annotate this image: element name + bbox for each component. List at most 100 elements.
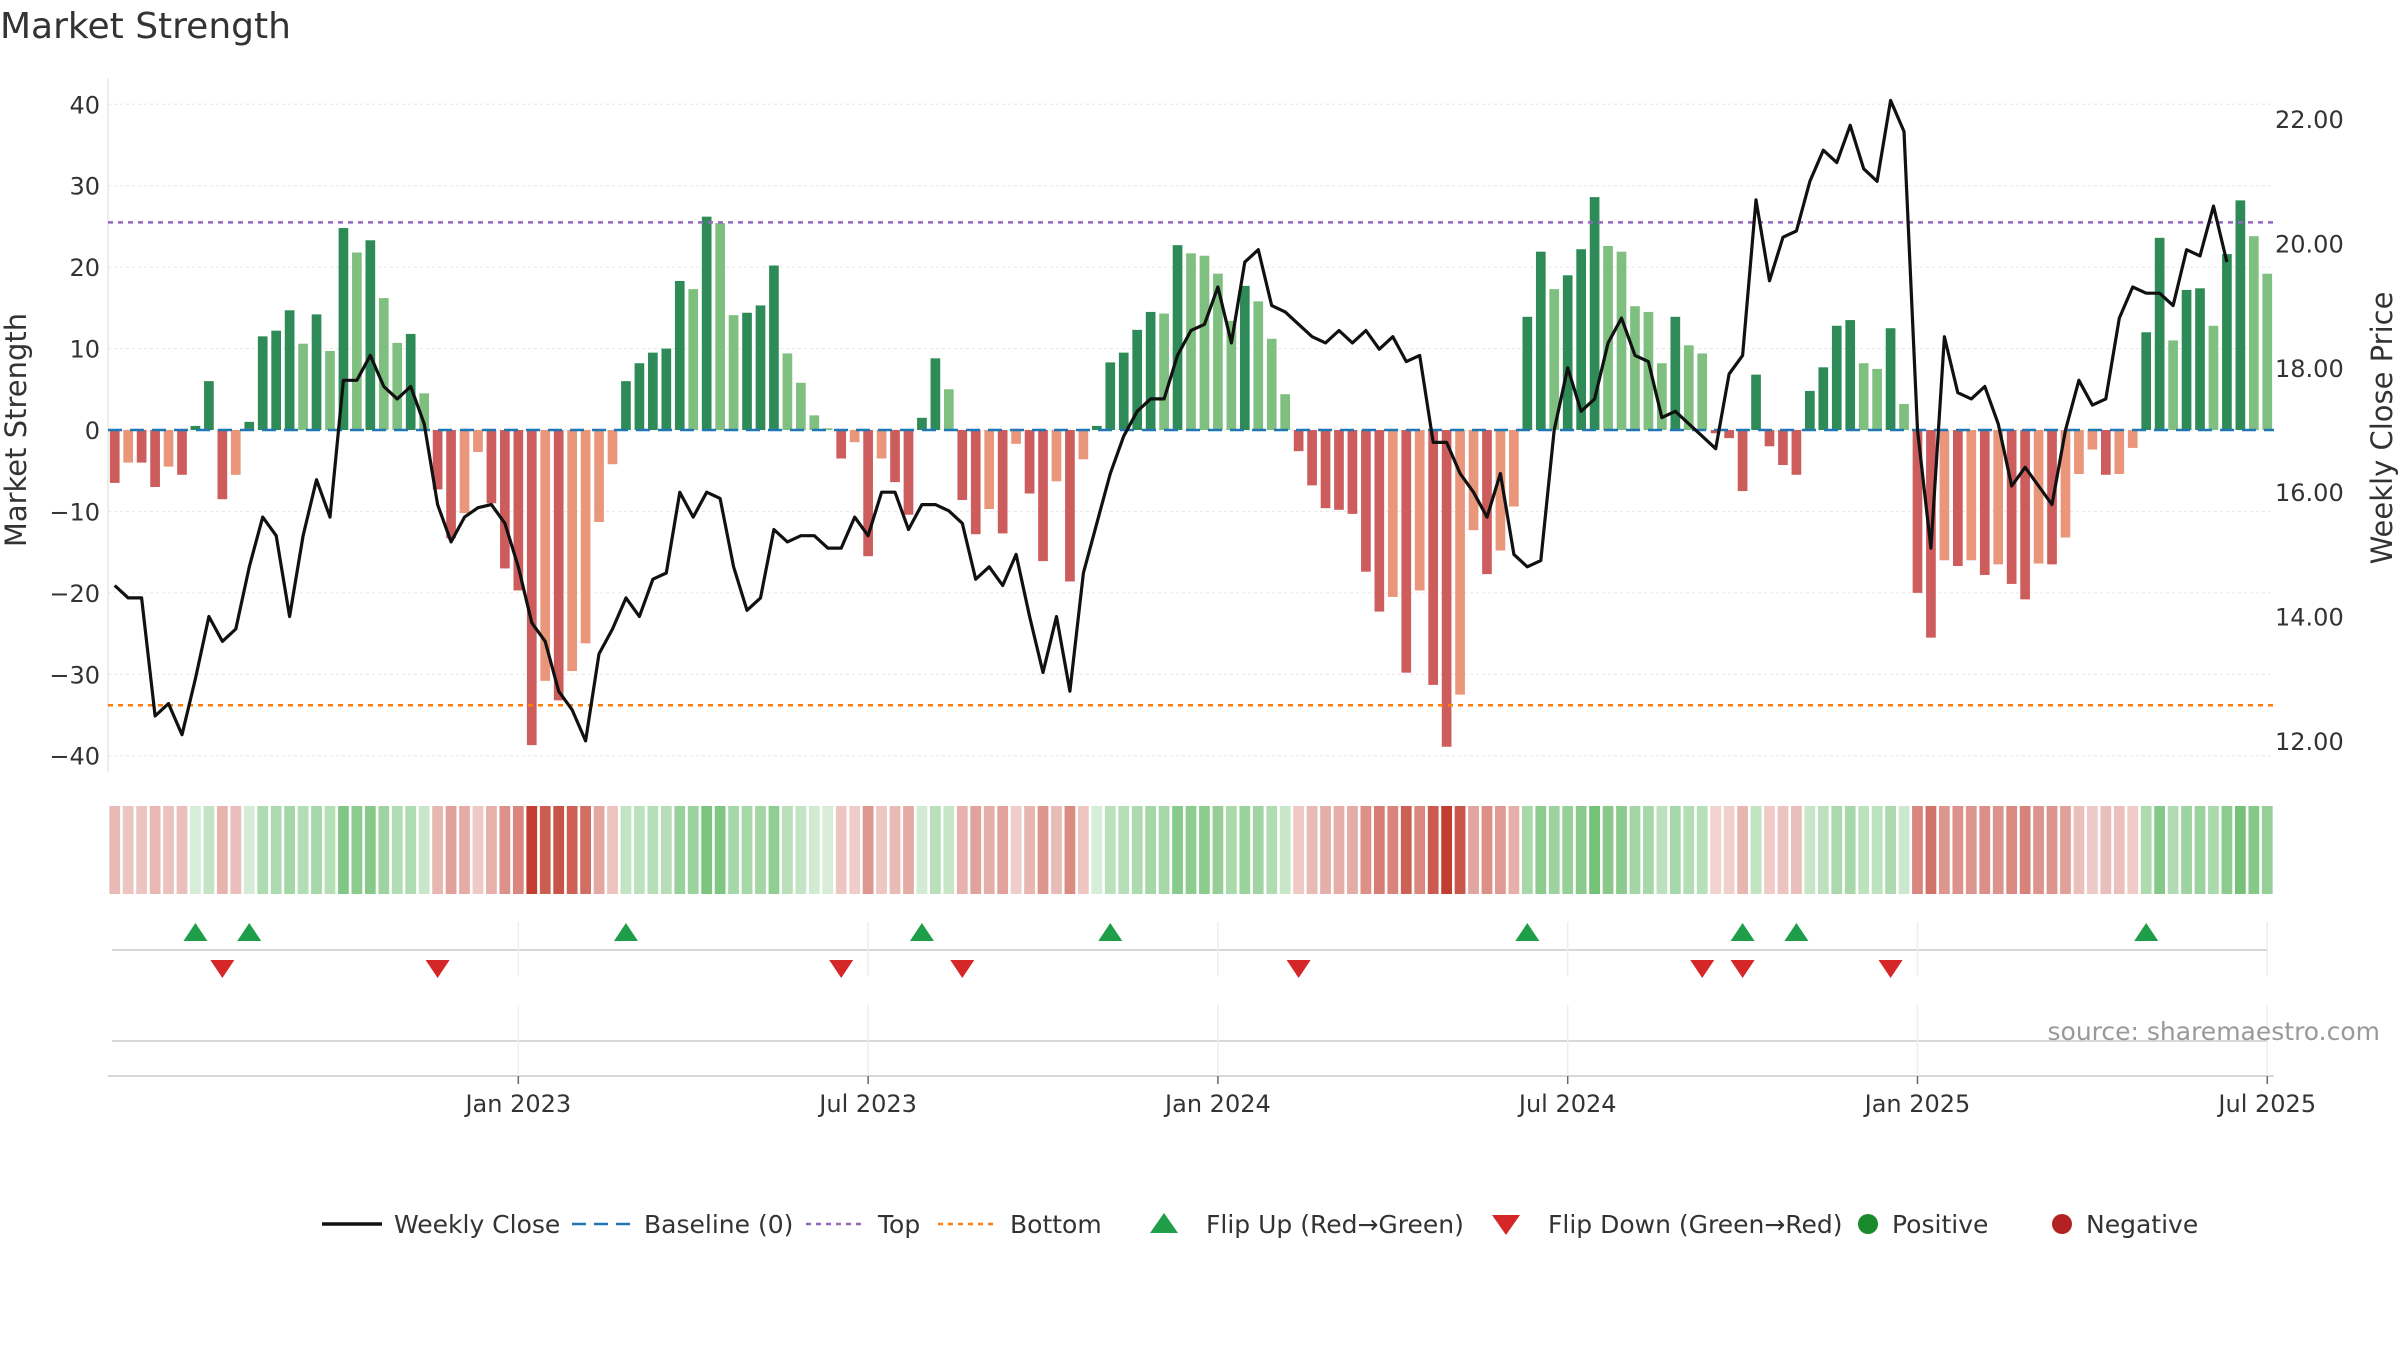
strength-bar (1145, 311, 1156, 430)
heat-cell (216, 806, 228, 894)
heat-cell (1468, 806, 1479, 894)
strength-bar (2181, 289, 2192, 430)
heat-cell (1548, 806, 1560, 894)
heat-cell (163, 806, 174, 894)
strength-bar (123, 430, 134, 463)
heat-cell (2221, 806, 2233, 894)
strength-bar (1751, 374, 1761, 430)
strength-bar (109, 430, 120, 483)
strength-bar (230, 430, 241, 475)
heat-cell (1320, 806, 1331, 894)
strength-bar (903, 430, 914, 515)
strength-bar (1011, 430, 1021, 444)
heat-cell (2154, 806, 2166, 894)
heat-cell (1279, 806, 1291, 894)
heat-cell (1091, 806, 1103, 894)
strength-bar (2141, 332, 2152, 430)
heat-cell (782, 806, 793, 894)
strength-bar (1979, 430, 1990, 575)
strength-bar (1280, 394, 1291, 430)
heat-cell (2181, 806, 2192, 894)
legend-label: Flip Down (Green→Red) (1548, 1210, 1843, 1239)
strength-bar (1401, 430, 1412, 673)
strength-bar (1522, 316, 1533, 430)
heat-cell (2248, 806, 2260, 894)
strength-bar (1038, 430, 1048, 562)
heat-cell (741, 806, 753, 894)
strength-bar (1482, 430, 1492, 575)
strength-bar (674, 280, 685, 430)
heat-cell (1212, 806, 1224, 894)
heat-cell (1158, 806, 1170, 894)
strength-bar (715, 223, 725, 430)
chart-title: Market Strength (0, 6, 291, 47)
heat-cell (1535, 806, 1547, 894)
heat-cell (566, 806, 578, 894)
heat-cell (311, 806, 322, 894)
strength-bar (1347, 430, 1358, 514)
strength-bar (2195, 288, 2205, 430)
heat-cell (849, 806, 861, 894)
flip-markers (183, 923, 2159, 978)
heat-cell (1508, 806, 1520, 894)
legend-item-bottom: Bottom (938, 1210, 1102, 1239)
heat-cell (1454, 806, 1466, 894)
x-axis-ticks: Jan 2023 Jul 2023 Jan 2024 Jul 2024 Jan 2025… (463, 1076, 2316, 1118)
strength-bar (540, 430, 551, 681)
heat-cell (808, 806, 820, 894)
strength-bar (1361, 430, 1371, 572)
x-tick-label: Jan 2023 (463, 1090, 571, 1118)
reference-levels (108, 221, 2274, 707)
strength-bar (1051, 430, 1062, 482)
strength-bar (796, 382, 806, 430)
heat-cell (351, 806, 363, 894)
strength-bar (1132, 329, 1143, 430)
heat-cell (364, 806, 376, 894)
heat-cell (378, 806, 390, 894)
heat-cell (1616, 806, 1627, 894)
strength-bar (1199, 255, 1210, 430)
heat-cell (1669, 806, 1681, 894)
heat-cell (1791, 806, 1802, 894)
flip-up-marker (183, 923, 208, 941)
strength-bar (1509, 430, 1519, 507)
heat-cell (2208, 806, 2219, 894)
strength-bar (1441, 430, 1452, 747)
strength-bar (1535, 251, 1546, 430)
legend-label: Baseline (0) (644, 1210, 793, 1239)
heat-cell (1723, 806, 1735, 894)
heat-cell (1683, 806, 1695, 894)
strength-bar (849, 430, 860, 443)
strength-bar (782, 353, 793, 430)
strength-bar (1562, 275, 1573, 430)
heat-cell (1885, 806, 1896, 894)
strength-bar (2020, 430, 2030, 600)
strength-bar (526, 430, 537, 746)
heat-cell (593, 806, 605, 894)
heat-cell (1992, 806, 2004, 894)
x-tick-label: Jul 2024 (1517, 1090, 1617, 1118)
heat-cell (2261, 806, 2273, 894)
strength-bar (1764, 430, 1775, 447)
heat-cell (687, 806, 699, 894)
strength-bar (284, 310, 295, 430)
heat-cell (755, 806, 766, 894)
flip-down-marker (829, 960, 854, 978)
strength-bar (1710, 430, 1721, 434)
flip-down-marker (425, 960, 450, 978)
strength-bar (446, 430, 456, 539)
heat-cell (2006, 806, 2018, 894)
heat-cell (2019, 806, 2031, 894)
heat-cell (2140, 806, 2152, 894)
heat-cell (1575, 806, 1587, 894)
left-axis-label: Market Strength (0, 313, 33, 547)
strength-bar (1172, 245, 1183, 430)
heat-cell (903, 806, 914, 894)
strength-bar (2222, 254, 2232, 430)
heat-cell (257, 806, 269, 894)
strength-bar (2154, 237, 2165, 430)
heat-cell (1400, 806, 1412, 894)
flip-down-marker (1690, 960, 1715, 978)
strength-bar (1374, 430, 1385, 612)
heat-cell (203, 806, 215, 894)
